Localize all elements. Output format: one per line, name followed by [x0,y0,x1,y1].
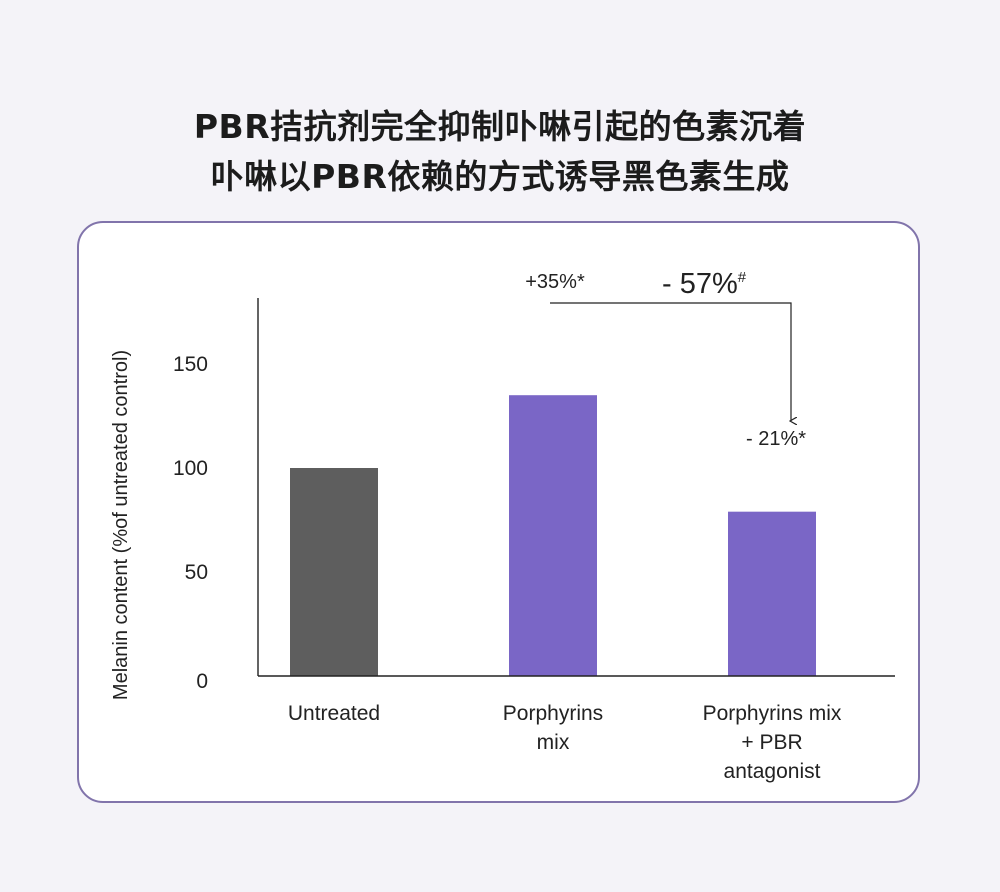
bar-2 [509,395,597,676]
title-line-2: 卟啉以PBR依赖的方式诱导黑色素生成 [210,157,790,196]
y-tick-label-150: 150 [173,353,208,376]
y-tick-label-0: 0 [196,670,208,693]
x-tick-label-3-line-1: Porphyrins mix [703,702,842,725]
title-line-1: PBR拮抗剂完全抑制卟啉引起的色素沉着 [193,107,807,146]
x-tick-label-2-line-2: mix [537,731,570,754]
annotation-minus-21: - 21%* [746,428,806,450]
x-tick-label-1-line-1: Untreated [288,702,380,725]
x-tick-label-3-line-3: antagonist [724,760,821,783]
comparison-bracket-arrow [550,302,791,421]
annotation-plus-35: +35%* [525,271,585,293]
y-axis-label: Melanin content (%of untreated control) [110,350,132,700]
x-tick-label-2-line-1: Porphyrins [503,702,603,725]
bar-1 [290,468,378,676]
bar-3 [728,511,816,676]
annotation-minus-57: - 57%# [662,268,747,300]
y-tick-label-50: 50 [185,561,208,584]
x-tick-label-3-line-2: + PBR [741,731,802,754]
y-tick-label-100: 100 [173,457,208,480]
